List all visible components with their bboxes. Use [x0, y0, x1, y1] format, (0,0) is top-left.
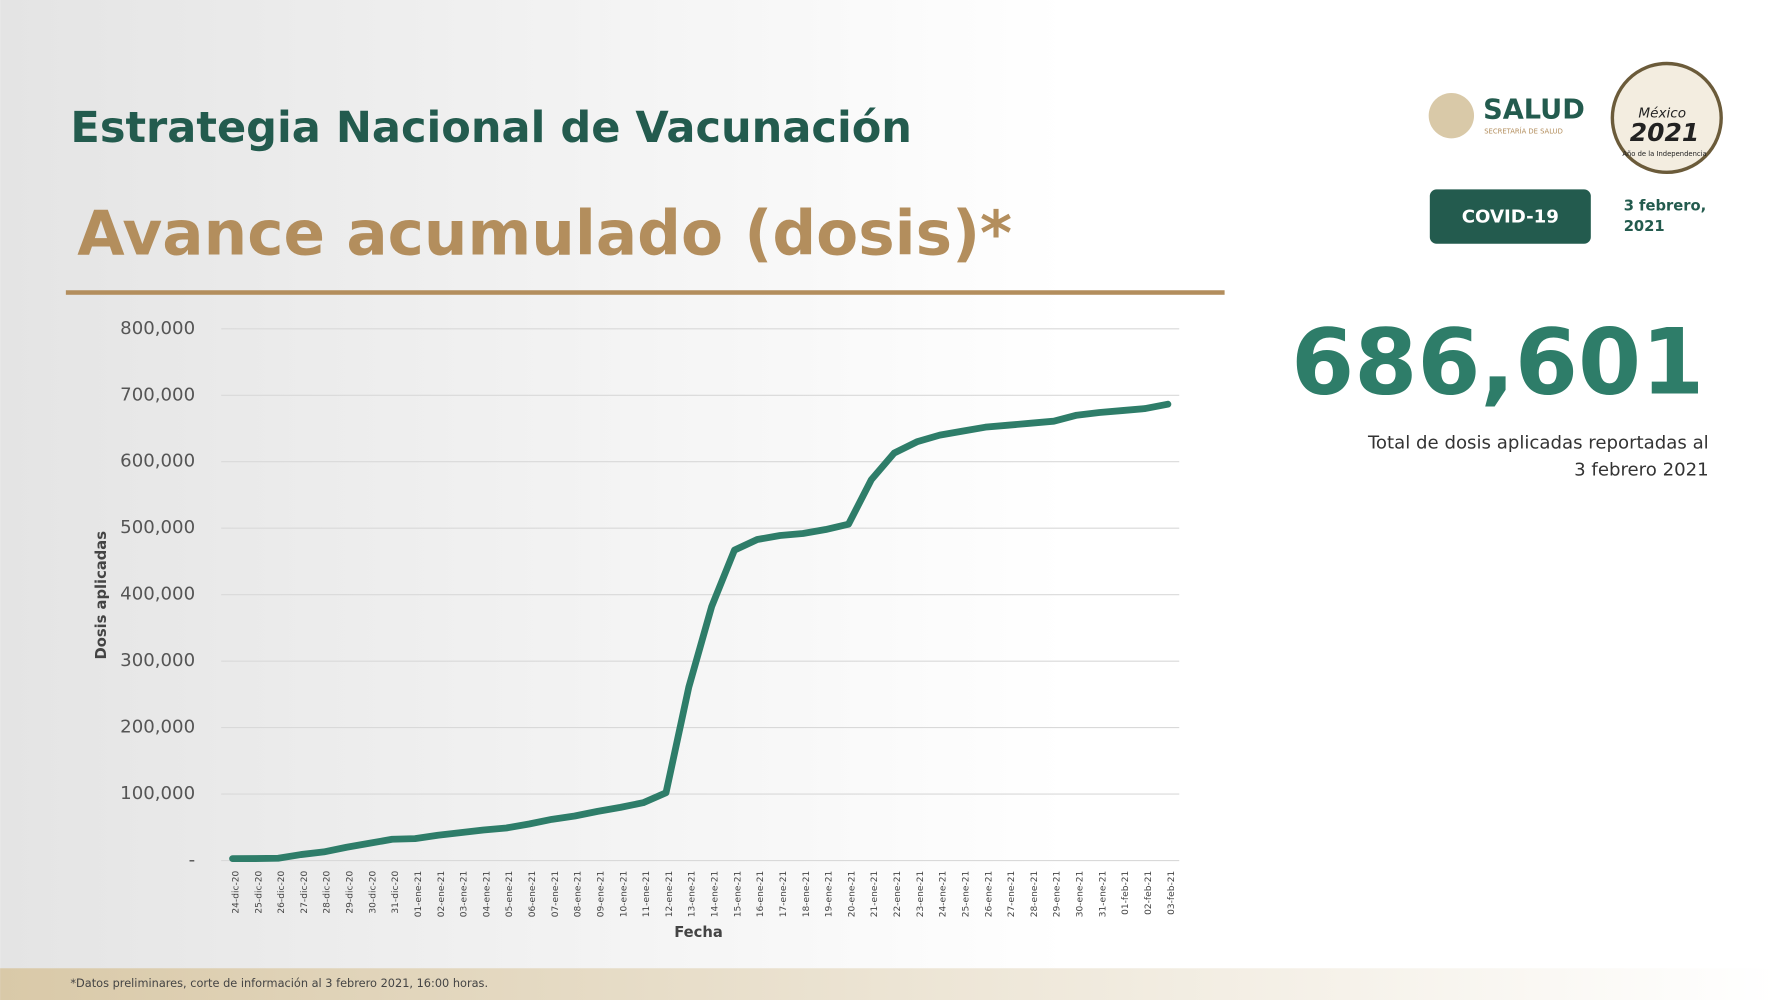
x-tick-label: 30-dic-20	[368, 871, 378, 914]
y-tick-label: 800,000	[120, 318, 195, 339]
mexico-logo-sub: Año de la Independencia	[1622, 150, 1706, 158]
subtitle: Avance acumulado (dosis)*	[77, 199, 1012, 270]
x-tick-label: 24-ene-21	[939, 871, 949, 918]
x-tick-label: 16-ene-21	[756, 871, 766, 918]
y-tick-label: 300,000	[120, 650, 195, 671]
x-tick-label: 31-ene-21	[1098, 871, 1108, 918]
x-tick-label: 25-dic-20	[254, 871, 264, 914]
mexico-logo-year: 2021	[1630, 118, 1699, 147]
x-tick-label: 03-ene-21	[460, 871, 470, 918]
x-tick-label: 24-dic-20	[231, 871, 241, 914]
mexico-logo-text: México	[1638, 105, 1686, 121]
x-tick-label: 11-ene-21	[642, 871, 652, 918]
mexico-logo	[1610, 61, 1723, 175]
y-tick-label: 100,000	[120, 783, 195, 804]
x-tick-label: 27-dic-20	[300, 871, 310, 914]
total-number: 686,601	[1291, 310, 1704, 415]
plot: - 100,000 200,000 300,000 400,000 500,000 600,…	[120, 318, 1180, 918]
x-tick-label: 04-ene-21	[482, 871, 492, 918]
date-line: 3 febrero,	[1624, 197, 1707, 214]
x-tick-label: 31-dic-20	[391, 871, 401, 914]
title: Estrategia Nacional de Vacunación	[70, 103, 912, 153]
x-tick-label: 09-ene-21	[596, 871, 606, 918]
salud-logo: SALUD	[1483, 95, 1585, 126]
y-tick-label: -	[189, 850, 196, 871]
x-tick-label: 01-feb-21	[1121, 871, 1131, 915]
x-tick-label: 26-ene-21	[984, 871, 994, 918]
y-tick-label: 400,000	[120, 584, 195, 605]
data-line	[229, 400, 1172, 863]
x-tick-label: 25-ene-21	[961, 871, 971, 918]
y-tick-label: 700,000	[120, 384, 195, 405]
x-tick-label: 15-ene-21	[733, 871, 743, 918]
x-tick-label: 17-ene-21	[779, 871, 789, 918]
x-tick-label: 22-ene-21	[893, 871, 903, 918]
x-tick-label: 28-ene-21	[1030, 871, 1040, 918]
x-tick-label: 19-ene-21	[825, 871, 835, 918]
covid-badge	[1429, 189, 1591, 244]
x-tick-label: 21-ene-21	[870, 871, 880, 918]
x-tick-label: 29-ene-21	[1053, 871, 1063, 918]
x-tick-label: 13-ene-21	[688, 871, 698, 918]
x-tick-label: 14-ene-21	[711, 871, 721, 918]
total-caption: 3 febrero 2021	[1574, 460, 1709, 481]
x-tick-label: 06-ene-21	[528, 871, 538, 918]
x-axis-label: Fecha	[674, 924, 723, 941]
title-rule	[65, 290, 1225, 295]
covid-badge-text: COVID-19	[1462, 207, 1559, 228]
x-tick-label: 20-ene-21	[847, 871, 857, 918]
salud-seal	[1428, 92, 1475, 139]
x-tick-label: 26-dic-20	[277, 871, 287, 914]
x-tick-label: 08-ene-21	[574, 871, 584, 918]
y-tick-label: 600,000	[120, 451, 195, 472]
x-tick-label: 10-ene-21	[619, 871, 629, 918]
x-tick-label: 12-ene-21	[665, 871, 675, 918]
x-tick-label: 27-ene-21	[1007, 871, 1017, 918]
footnote: *Datos preliminares, corte de informació…	[70, 976, 488, 990]
date-line: 2021	[1624, 218, 1665, 235]
footer-bar	[0, 968, 1778, 1000]
x-tick-label: 03-feb-21	[1167, 871, 1177, 915]
x-tick-label: 28-dic-20	[323, 871, 333, 914]
x-tick-label: 07-ene-21	[551, 871, 561, 918]
x-tick-label: 23-ene-21	[916, 871, 926, 918]
y-axis-label: Dosis aplicadas	[93, 531, 110, 660]
x-tick-label: 18-ene-21	[802, 871, 812, 918]
x-tick-label: 29-dic-20	[346, 871, 356, 914]
y-tick-label: 200,000	[120, 717, 195, 738]
salud-logo-sub: SECRETARÍA DE SALUD	[1484, 127, 1563, 136]
total-caption: Total de dosis aplicadas reportadas al	[1367, 432, 1709, 453]
x-tick-label: 01-ene-21	[414, 871, 424, 918]
x-tick-label: 05-ene-21	[505, 871, 515, 918]
x-tick-label: 30-ene-21	[1076, 871, 1086, 918]
x-tick-label: 02-ene-21	[437, 871, 447, 918]
x-tick-label: 02-feb-21	[1144, 871, 1154, 915]
y-tick-label: 500,000	[120, 517, 195, 538]
